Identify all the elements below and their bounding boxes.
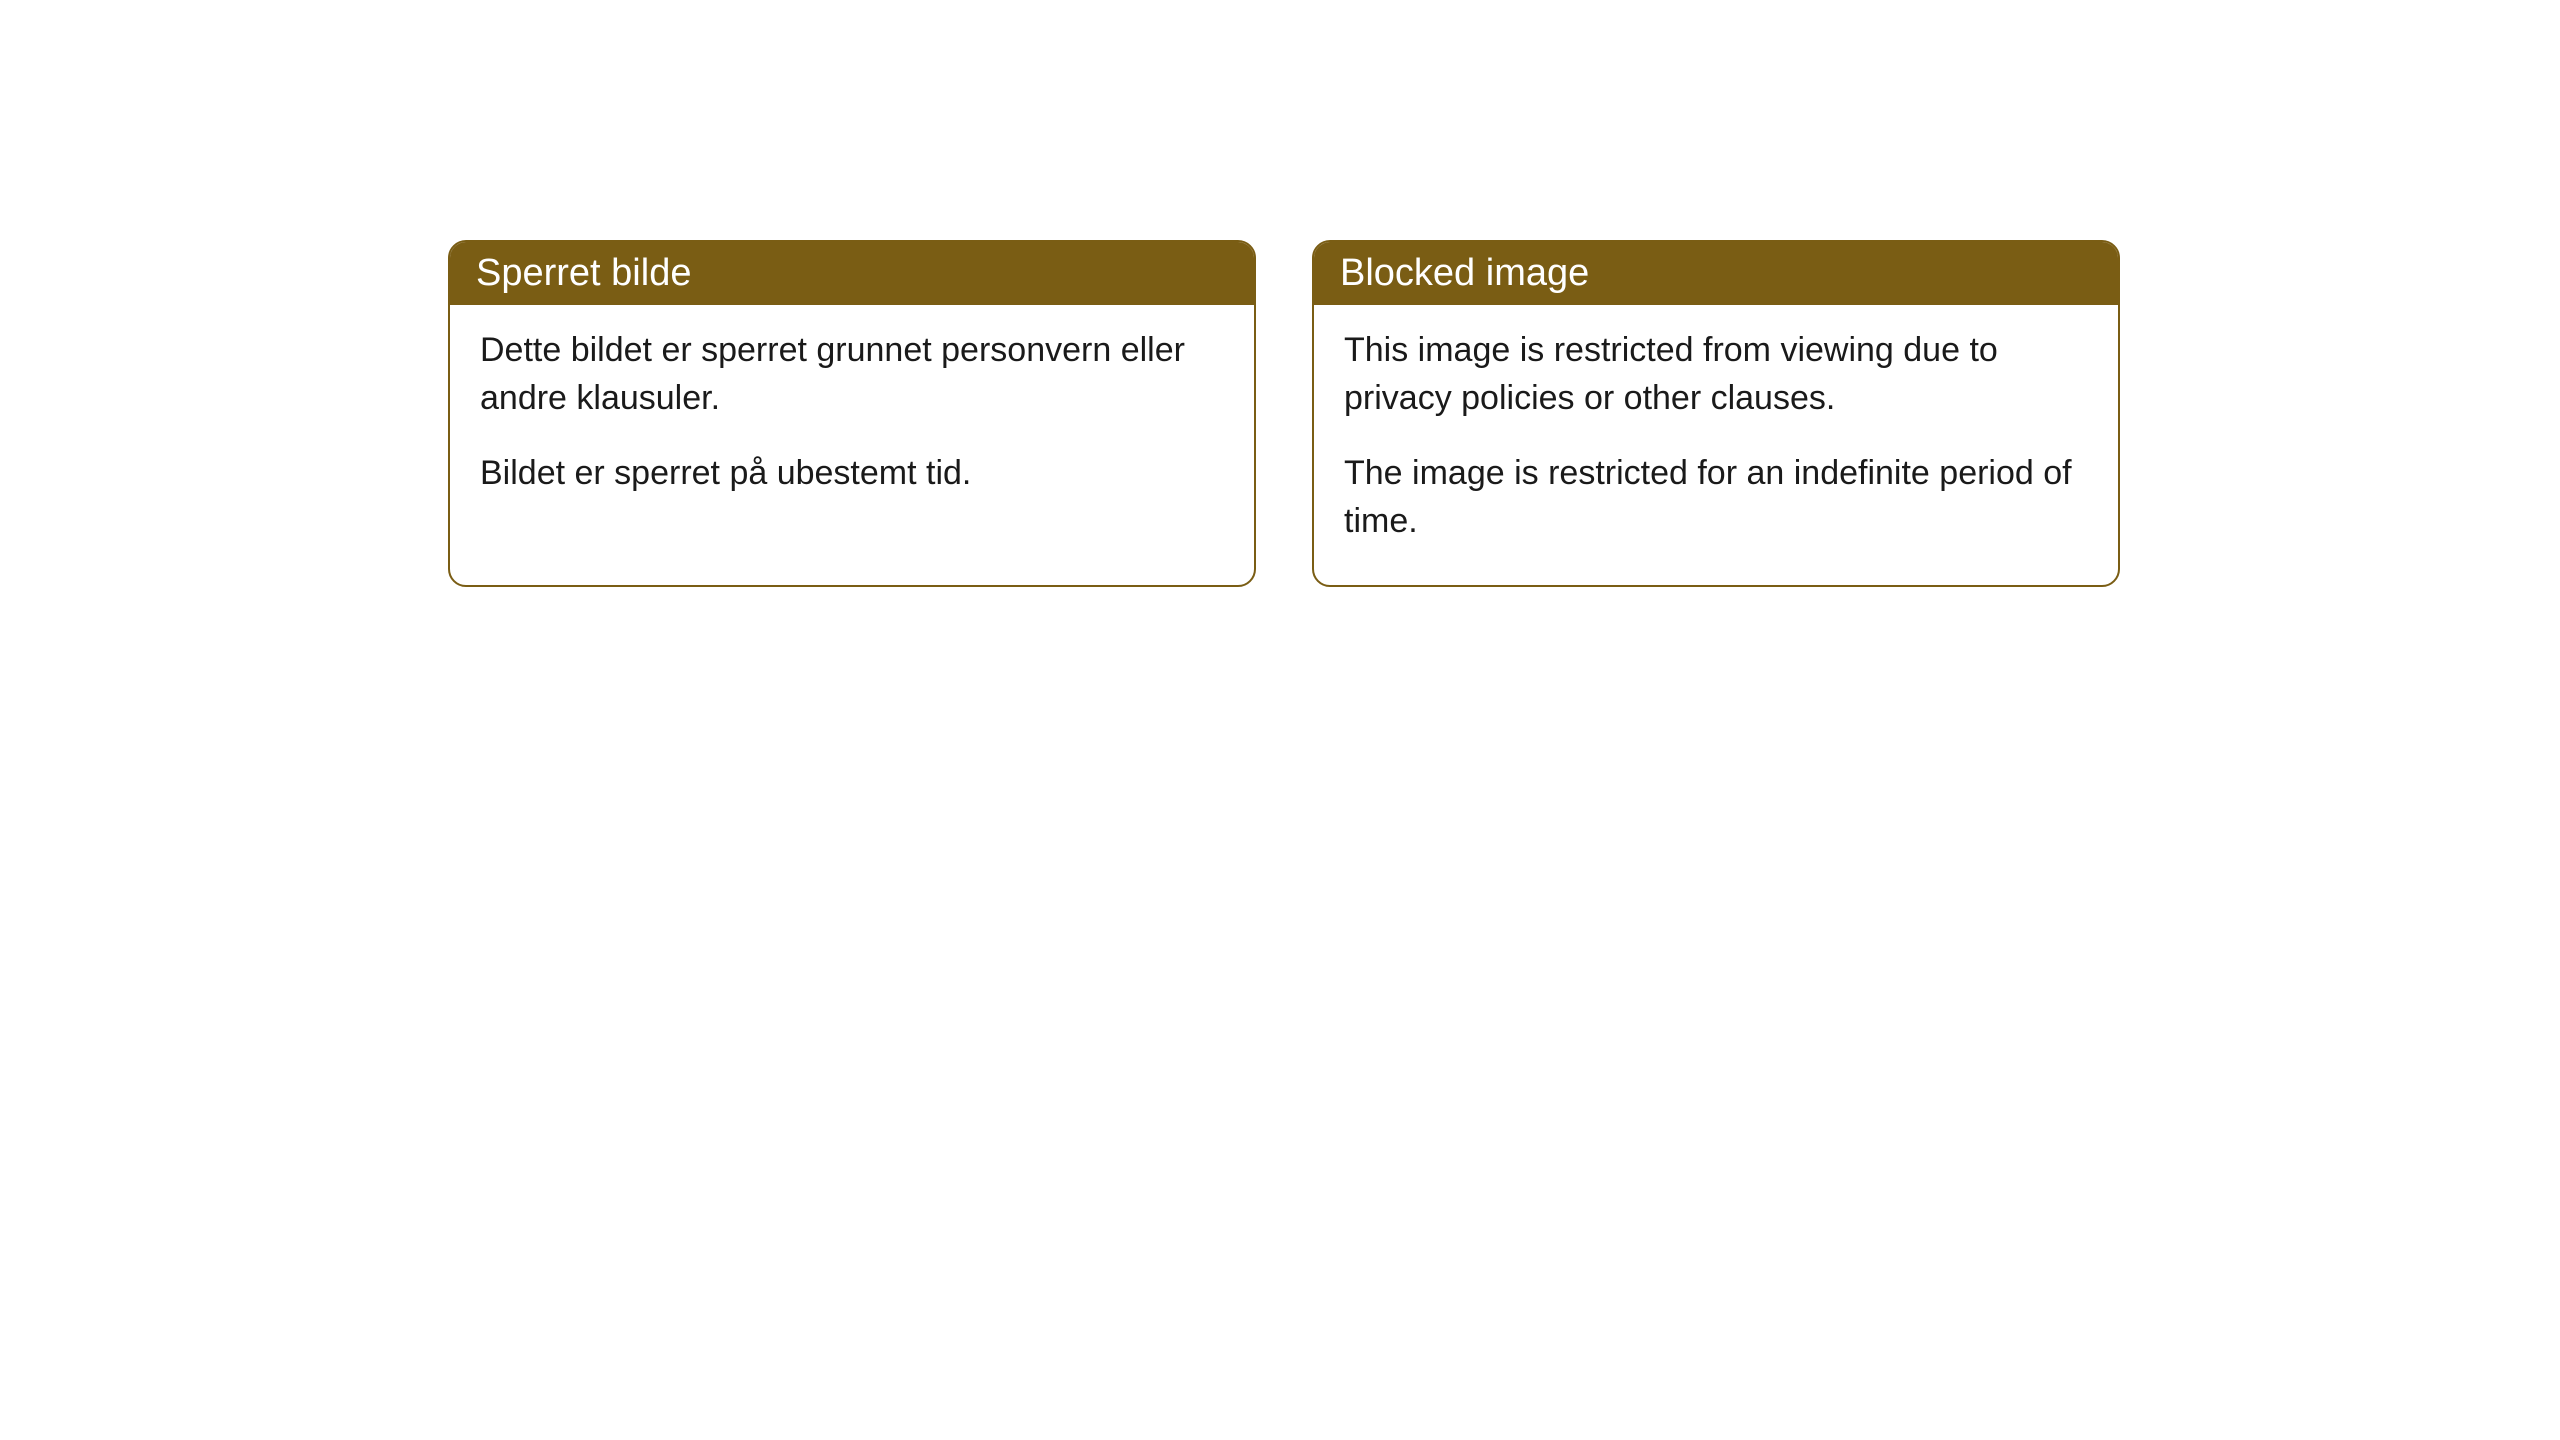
blocked-image-card-norwegian: Sperret bilde Dette bildet er sperret gr…	[448, 240, 1256, 587]
card-paragraph: Dette bildet er sperret grunnet personve…	[480, 327, 1224, 422]
blocked-image-card-english: Blocked image This image is restricted f…	[1312, 240, 2120, 587]
card-header: Blocked image	[1314, 242, 2118, 305]
card-paragraph: The image is restricted for an indefinit…	[1344, 450, 2088, 545]
cards-container: Sperret bilde Dette bildet er sperret gr…	[0, 0, 2560, 587]
card-body: Dette bildet er sperret grunnet personve…	[450, 305, 1254, 538]
card-paragraph: This image is restricted from viewing du…	[1344, 327, 2088, 422]
card-title: Sperret bilde	[476, 252, 691, 294]
card-body: This image is restricted from viewing du…	[1314, 305, 2118, 585]
card-header: Sperret bilde	[450, 242, 1254, 305]
card-paragraph: Bildet er sperret på ubestemt tid.	[480, 450, 1224, 498]
card-title: Blocked image	[1340, 252, 1589, 294]
